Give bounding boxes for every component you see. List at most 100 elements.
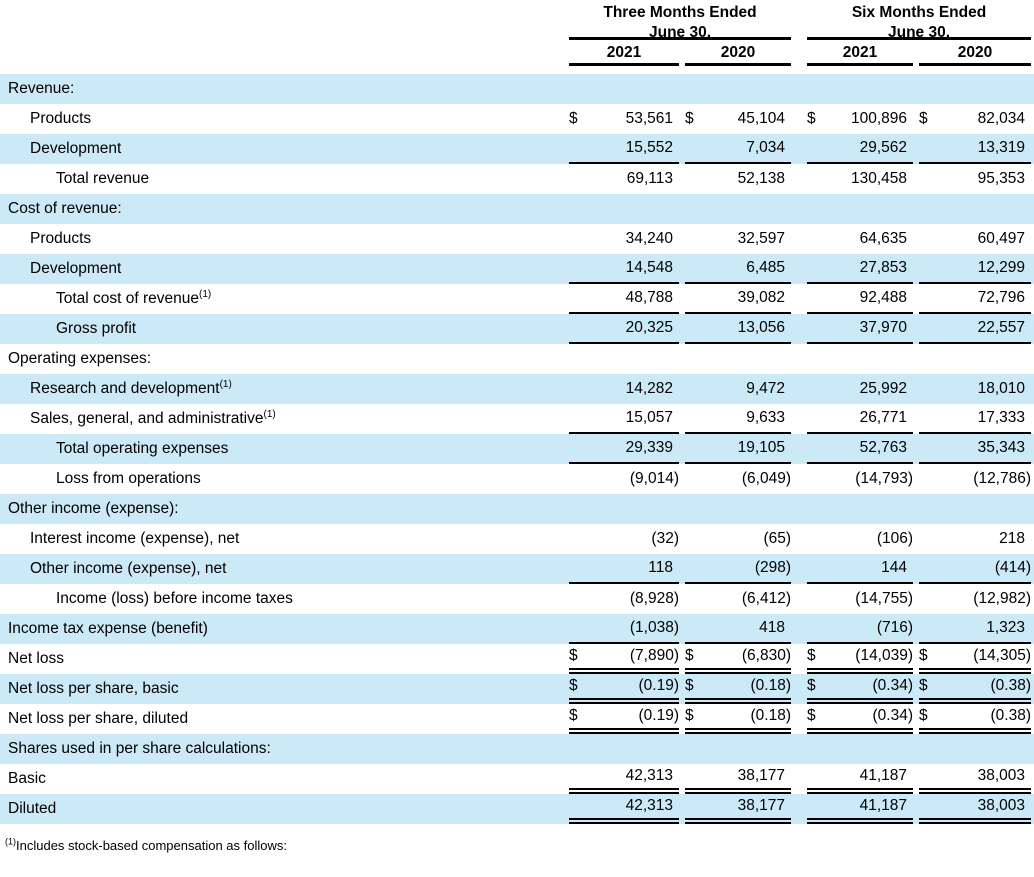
row-label: Sales, general, and administrative(1) (30, 408, 276, 427)
value-cell: (414) (916, 554, 1034, 584)
cell-value: (0.38) (990, 707, 1032, 724)
cell-value: 17,333 (977, 409, 1026, 426)
column-gap (794, 494, 805, 524)
group-line2: June 30, (888, 24, 951, 41)
row-label: Total cost of revenue(1) (56, 288, 212, 307)
cell-value: (0.19) (638, 677, 680, 694)
cell-value: (0.18) (750, 707, 792, 724)
cell-value: 29,339 (625, 439, 673, 456)
value-cell: (298) (682, 554, 795, 584)
cell-value: 13,056 (737, 319, 786, 336)
header-group-text: Six Months Ended June 30, (807, 0, 1032, 41)
dollar-sign: $ (807, 707, 816, 724)
group-line2: June 30, (648, 24, 712, 41)
cell-value: 39,082 (737, 289, 786, 306)
cell-value: 34,240 (625, 230, 673, 247)
cell-value: (65) (763, 530, 792, 547)
value-cell (804, 344, 916, 374)
value-cell (566, 74, 682, 104)
value-cell: $ (6,830) (682, 644, 794, 674)
column-gap (794, 74, 805, 104)
year-label: 2020 (919, 40, 1032, 66)
table-row: Gross profit 20,325 13,056 37,970 22,557 (0, 314, 1034, 344)
value-cell: 72,796 (916, 284, 1034, 314)
cell-value: (0.38) (990, 677, 1032, 694)
cell-value: 18,010 (977, 380, 1026, 397)
table-row: Products 34,240 32,597 64,635 60,497 (0, 224, 1034, 254)
value-cell: (14,755) (804, 584, 916, 614)
cell-value: 53,561 (625, 110, 673, 127)
column-gap (794, 404, 804, 434)
cell-value: 7,034 (746, 139, 786, 156)
value-cell: 52,138 (682, 164, 794, 194)
column-gap (794, 734, 805, 764)
column-gap (794, 524, 804, 554)
column-gap (794, 284, 804, 314)
cell-value: 15,552 (625, 139, 673, 156)
table-header: Three Months Ended June 30, Six Months En… (0, 0, 1034, 74)
header-group-row: Three Months Ended June 30, Six Months En… (0, 0, 1034, 41)
column-gap (794, 224, 804, 254)
row-label: Income tax expense (benefit) (0, 614, 566, 644)
header-year-col1: 2021 (566, 40, 682, 66)
cell-value: (298) (754, 559, 792, 576)
value-cell: 15,552 (566, 134, 682, 164)
row-label: Gross profit (0, 314, 566, 344)
cell-value: 72,796 (977, 289, 1026, 306)
cell-value: 418 (759, 619, 786, 636)
value-cell (916, 494, 1034, 524)
cell-value: 218 (999, 530, 1026, 547)
value-cell (682, 344, 794, 374)
cell-value: 82,034 (977, 110, 1026, 127)
value-cell: 6,485 (682, 254, 795, 284)
header-body-gap (0, 66, 1034, 74)
table-row: Development 14,548 6,485 27,853 12,299 (0, 254, 1034, 284)
value-cell: (6,412) (682, 584, 794, 614)
value-cell: 64,635 (804, 224, 916, 254)
income-statement-table: Three Months Ended June 30, Six Months En… (0, 0, 1034, 824)
cell-value: (0.19) (638, 707, 680, 724)
cell-value: 25,992 (859, 380, 908, 397)
cell-value: 41,187 (859, 797, 908, 814)
row-label: Other income (expense): (0, 494, 566, 524)
value-cell: $ (7,890) (566, 644, 682, 674)
cell-value: (0.34) (872, 677, 914, 694)
table-row: Operating expenses: (0, 344, 1034, 374)
value-cell: 42,313 (566, 764, 682, 794)
value-cell: 19,105 (682, 434, 795, 464)
row-label: Research and development(1) (0, 374, 566, 404)
cell-value: 52,138 (737, 170, 786, 187)
dollar-sign: $ (685, 110, 694, 127)
value-cell: $100,896 (804, 104, 916, 134)
column-gap (794, 164, 804, 194)
value-cell: 7,034 (682, 134, 795, 164)
value-cell: (14,793) (804, 464, 916, 494)
column-gap (794, 434, 805, 464)
group-line1: Six Months Ended (851, 4, 987, 21)
cell-value: 29,562 (859, 139, 908, 156)
cell-value: (716) (876, 619, 914, 636)
footnote-ref: (1) (5, 836, 16, 847)
value-cell (566, 734, 682, 764)
row-label: Operating expenses: (8, 350, 152, 367)
value-cell: (106) (804, 524, 916, 554)
value-cell: $ (0.18) (682, 704, 794, 734)
cell-value: 9,633 (746, 409, 786, 426)
table-row: Sales, general, and administrative(1) 15,… (0, 404, 1034, 434)
header-label-spacer (0, 40, 566, 66)
dollar-sign: $ (919, 707, 928, 724)
column-gap (794, 614, 805, 644)
value-cell (804, 734, 917, 764)
value-cell: (9,014) (566, 464, 682, 494)
row-label: Shares used in per share calculations: (0, 734, 566, 764)
table-row: Total operating expenses 29,339 19,105 52,7… (0, 434, 1034, 464)
column-gap (794, 254, 805, 284)
value-cell: 9,472 (682, 374, 795, 404)
value-cell: 25,992 (804, 374, 917, 404)
table-row: Income (loss) before income taxes (8,928)… (0, 584, 1034, 614)
value-cell: $ (14,039) (804, 644, 916, 674)
table-row: Other income (expense): (0, 494, 1034, 524)
footnote-ref: (1) (219, 378, 232, 390)
value-cell: 48,788 (566, 284, 682, 314)
value-cell: 13,056 (682, 314, 795, 344)
